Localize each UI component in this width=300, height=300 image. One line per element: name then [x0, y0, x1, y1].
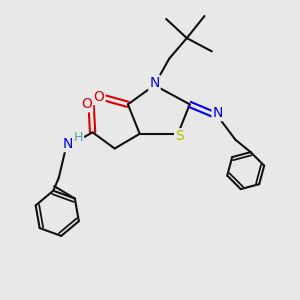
Text: N: N — [149, 76, 160, 90]
Text: N: N — [62, 137, 73, 151]
Text: N: N — [212, 106, 223, 120]
Text: H: H — [74, 131, 83, 144]
Text: O: O — [81, 98, 92, 111]
Text: O: O — [94, 90, 104, 104]
Text: S: S — [175, 129, 184, 143]
